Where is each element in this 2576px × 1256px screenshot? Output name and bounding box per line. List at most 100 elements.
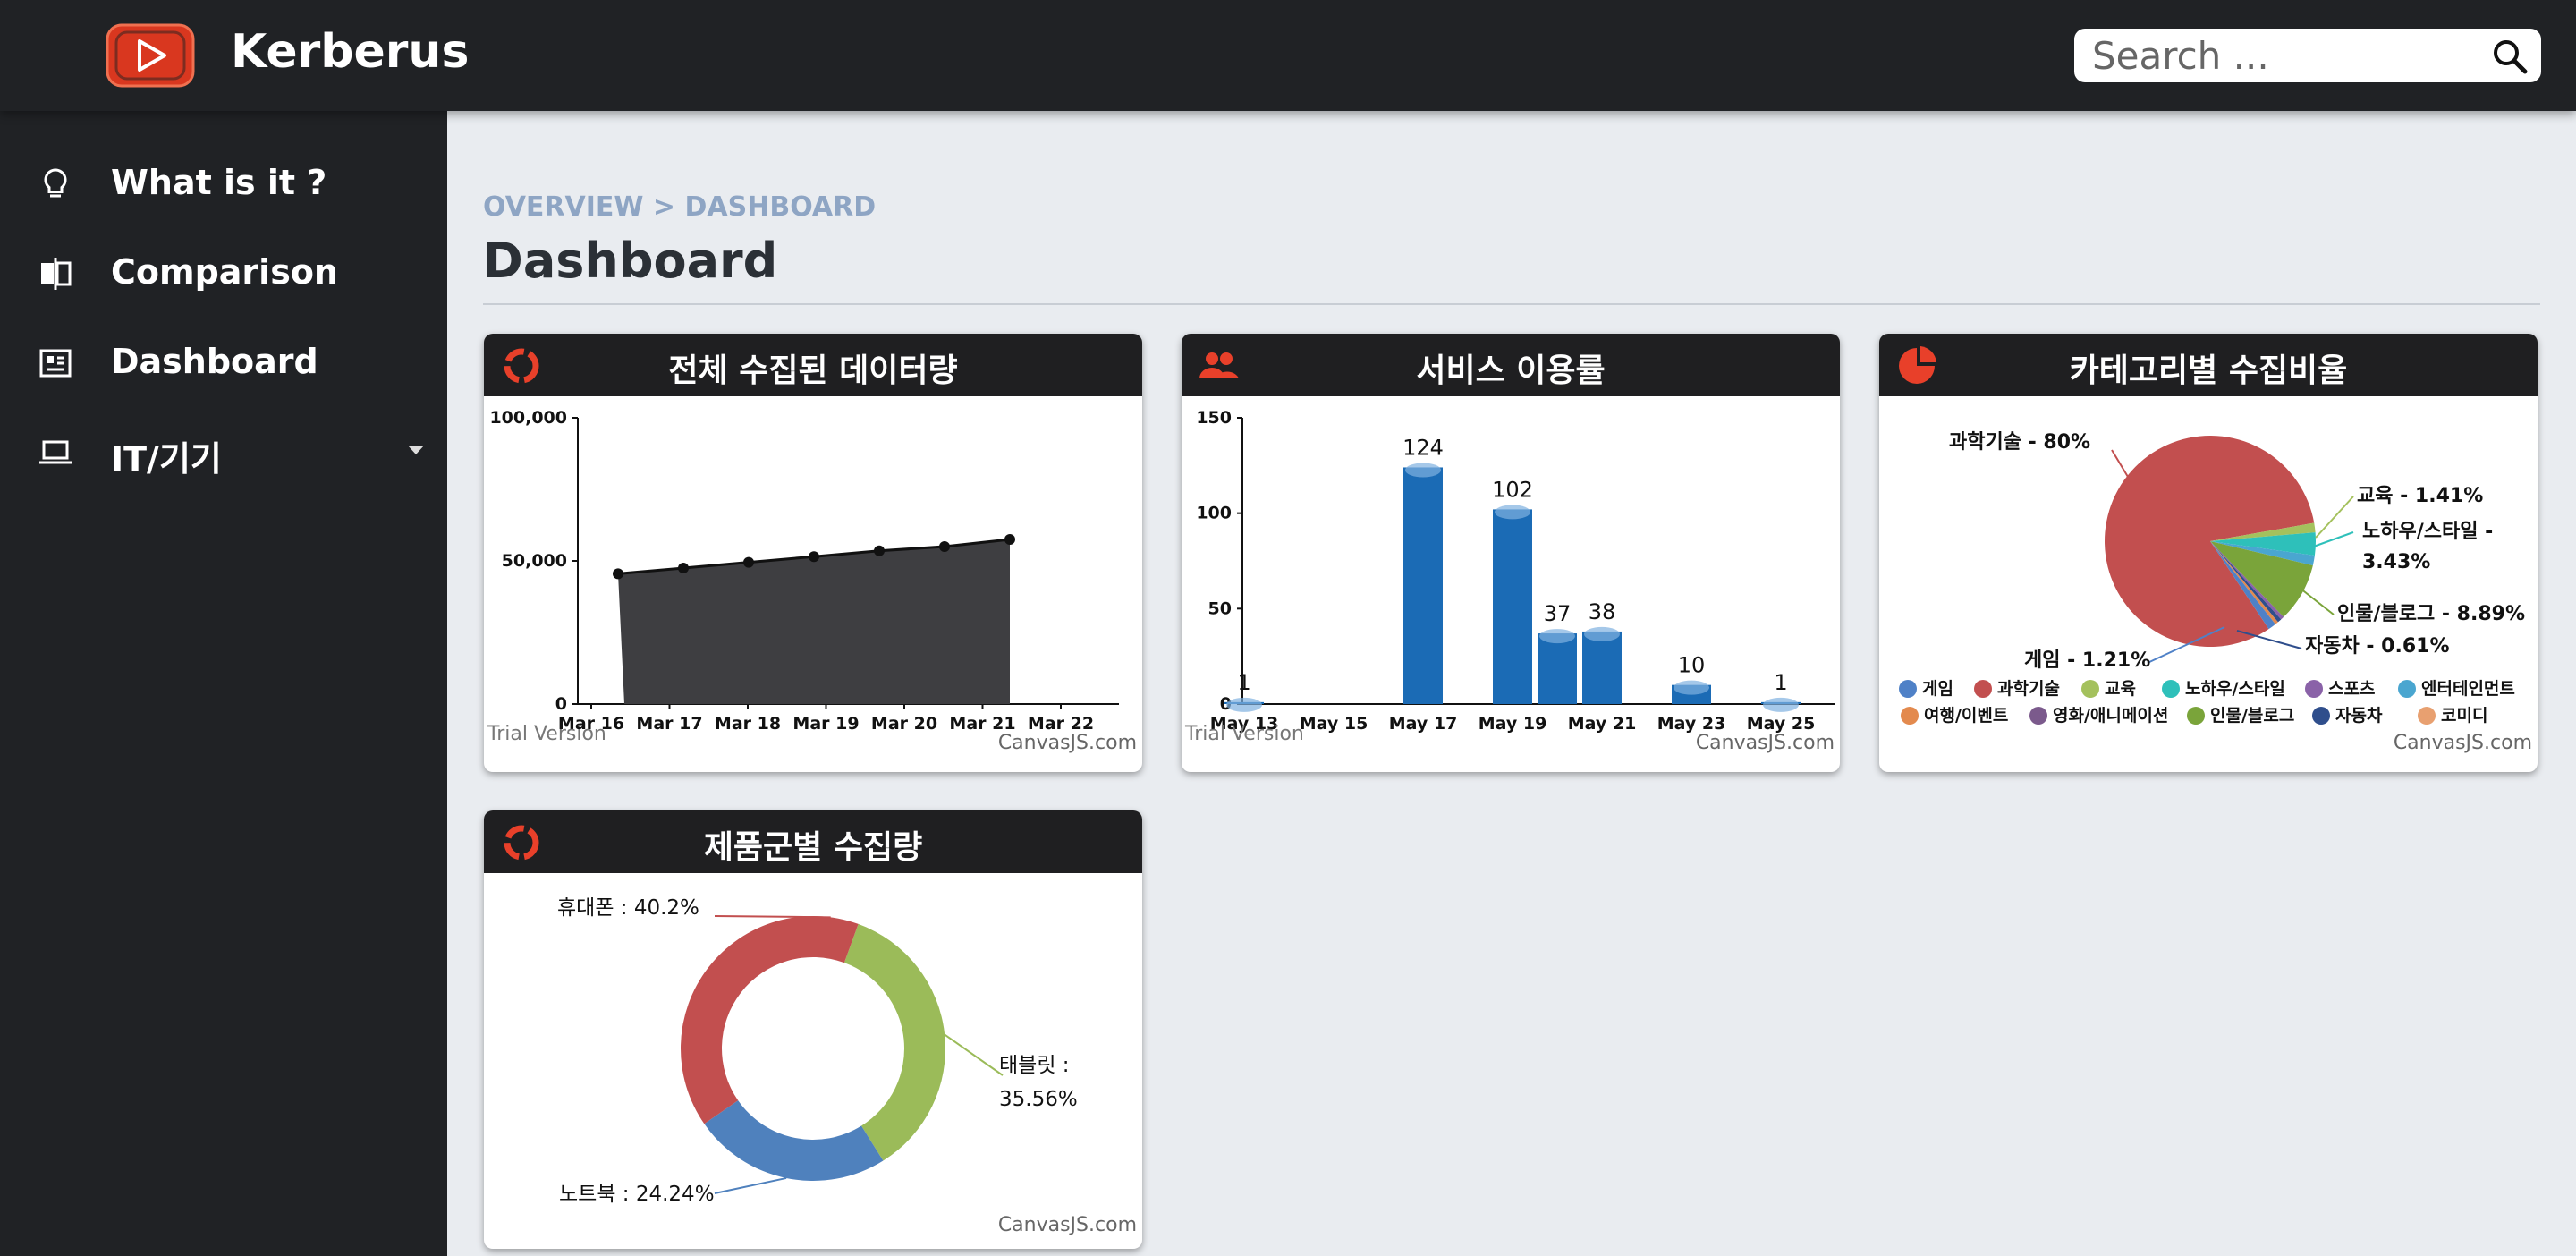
legend-label: 노하우/스타일 [2185, 679, 2285, 699]
pie-slice [2210, 541, 2278, 624]
x-tick-label: May 17 [1389, 714, 1458, 734]
x-tick-label: Mar 18 [715, 714, 781, 734]
ring-chart-icon [504, 348, 539, 384]
legend-label: 영화/애니메이션 [2053, 706, 2168, 726]
x-tick-label: May 13 [1210, 714, 1279, 734]
y-tick-label: 50,000 [502, 551, 567, 571]
y-tick-label: 100,000 [489, 408, 567, 428]
search-box [2074, 29, 2541, 82]
data-point [939, 541, 950, 552]
search-input[interactable] [2092, 32, 2468, 79]
x-tick-label: May 23 [1657, 714, 1726, 734]
legend-marker [2398, 680, 2416, 698]
sidebar: What is it ? Comparison Dashboard IT/기기 [0, 111, 447, 1256]
search-icon[interactable] [2491, 38, 2529, 75]
card-title: 제품군별 수집량 [703, 829, 923, 866]
card-header: 전체 수집된 데이터량 [484, 334, 1142, 396]
doughnut-slice [843, 923, 945, 1161]
data-point [743, 556, 754, 568]
y-tick-label: 100 [1196, 504, 1232, 523]
bar-highlight [1584, 626, 1620, 641]
kerberus-logo-icon[interactable] [104, 20, 197, 91]
pie-label-line [2111, 449, 2129, 478]
bar-value-label: 1 [1237, 670, 1250, 695]
brand-name[interactable]: Kerberus [231, 25, 470, 79]
pie-label-line [2236, 630, 2302, 649]
legend-label: 여행/이벤트 [1924, 706, 2008, 726]
divider [483, 303, 2540, 305]
area-series [618, 539, 1010, 704]
pie-label: 과학기술 - 80% [1949, 431, 2090, 454]
bar [1582, 631, 1622, 704]
card-body: 0 50,000 100,000 Mar 16 Mar 17 Mar 18 Mar 19 Ma… [484, 396, 1142, 772]
doughnut-label: 노트북 : 24.24% [559, 1183, 715, 1206]
data-point [1004, 534, 1015, 545]
legend-marker [2162, 680, 2180, 698]
canvasjs-watermark: CanvasJS.com [1696, 732, 1835, 754]
pie-label: 게임 - 1.21% [2024, 649, 2150, 672]
lightbulb-icon [44, 168, 67, 198]
legend-label: 스포츠 [2328, 679, 2375, 699]
bar-highlight [1495, 505, 1530, 520]
pie-slice [2210, 532, 2316, 556]
card-total-data: 전체 수집된 데이터량 0 50,000 100,000 Mar 16 Mar 17 Ma… [484, 334, 1142, 772]
card-product-group: 제품군별 수집량 휴대폰 : 40.2% 태블릿 : 35.56% 노트북 : 24.… [484, 810, 1142, 1249]
pie-label: 자동차 - 0.61% [2305, 635, 2450, 658]
legend-label: 인물/블로그 [2210, 706, 2294, 726]
bar-value-label: 102 [1492, 477, 1533, 502]
compare-icon [41, 258, 72, 290]
x-tick-label: May 25 [1747, 714, 1816, 734]
area-chart: 0 50,000 100,000 Mar 16 Mar 17 Mar 18 Mar 19 Ma… [487, 408, 1137, 754]
legend-marker [2418, 707, 2436, 725]
sidebar-item-label: IT/기기 [111, 439, 222, 479]
legend-label: 교육 [2105, 679, 2136, 699]
legend-label: 엔터테인먼트 [2421, 679, 2515, 699]
sidebar-item-dashboard[interactable]: Dashboard [0, 324, 447, 404]
pie-label: 교육 - 1.41% [2357, 485, 2483, 507]
pie-slice [2210, 541, 2313, 617]
top-bar: Kerberus [0, 0, 2576, 111]
pie-label-line [2315, 496, 2354, 539]
chevron-down-icon[interactable] [408, 446, 424, 454]
doughnut-label-line [944, 1033, 1004, 1076]
sidebar-item-what-is-it[interactable]: What is it ? [0, 145, 447, 225]
x-tick-label: Mar 17 [636, 714, 702, 734]
sidebar-item-comparison[interactable]: Comparison [0, 234, 447, 315]
x-tick-label: May 21 [1568, 714, 1637, 734]
x-tick-label: May 15 [1300, 714, 1368, 734]
x-tick-label: Mar 21 [949, 714, 1015, 734]
y-tick-label: 50 [1208, 598, 1232, 618]
legend-marker [1901, 707, 1919, 725]
bar-value-label: 10 [1678, 653, 1706, 678]
canvasjs-watermark: CanvasJS.com [998, 732, 1137, 754]
pie-slice [2210, 541, 2284, 620]
pie-slice [2210, 541, 2275, 630]
pie-label: 3.43% [2362, 551, 2430, 573]
y-tick-label: 150 [1196, 408, 1232, 428]
card-title: 카테고리별 수집비율 [2069, 352, 2348, 389]
card-title: 전체 수집된 데이터량 [668, 352, 958, 389]
doughnut-label: 태블릿 : [999, 1054, 1070, 1077]
breadcrumb[interactable]: OVERVIEW > DASHBOARD [483, 191, 877, 223]
sidebar-item-label: Dashboard [111, 342, 318, 381]
pie-chart: 과학기술 - 80% 교육 - 1.41% 노하우/스타일 - 3.43% 인물/블로그… [1899, 431, 2532, 754]
pie-label: 인물/블로그 - 8.89% [2337, 603, 2525, 625]
x-tick-label: Mar 20 [871, 714, 937, 734]
legend-marker [1899, 680, 1917, 698]
legend-marker [2081, 680, 2099, 698]
pie-chart-icon [1899, 346, 1936, 384]
doughnut-label: 35.56% [999, 1088, 1078, 1111]
x-tick-label: Mar 19 [792, 714, 859, 734]
sidebar-item-it-devices[interactable]: IT/기기 [0, 413, 447, 494]
canvasjs-watermark: CanvasJS.com [998, 1214, 1137, 1236]
bar-highlight [1763, 697, 1799, 712]
legend-marker [2187, 707, 2205, 725]
legend-marker [2305, 680, 2323, 698]
doughnut-slice [704, 1100, 884, 1181]
sidebar-item-label: What is it ? [111, 163, 327, 202]
pie-label-line [2283, 574, 2334, 615]
data-point [613, 568, 623, 580]
pie-label: 노하우/스타일 - [2362, 521, 2493, 543]
